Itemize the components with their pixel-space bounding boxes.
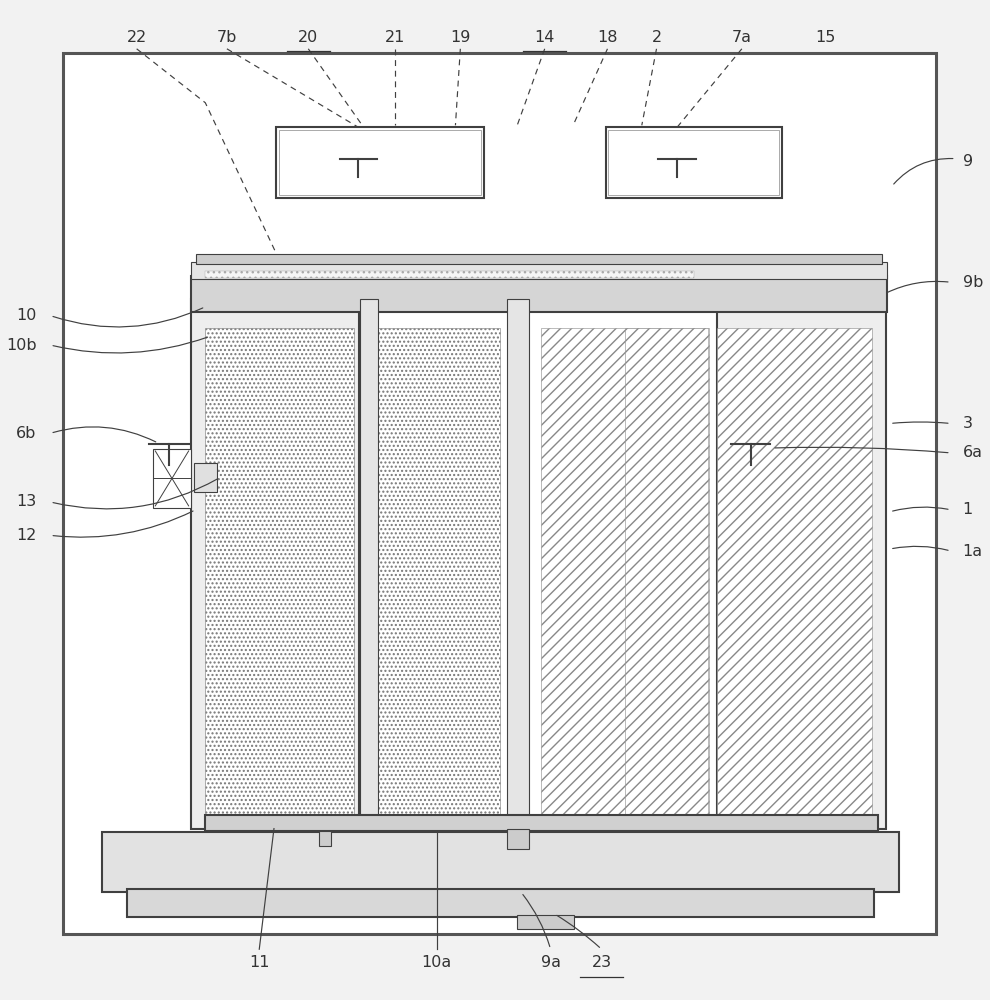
Text: 18: 18 — [597, 30, 618, 45]
Text: 21: 21 — [384, 30, 405, 45]
Bar — [102, 832, 899, 892]
Text: 20: 20 — [298, 30, 319, 45]
Bar — [606, 127, 782, 198]
Text: 7b: 7b — [217, 30, 237, 45]
Text: 1a: 1a — [962, 544, 983, 559]
Bar — [319, 831, 331, 846]
Text: 23: 23 — [591, 955, 612, 970]
Text: 9a: 9a — [541, 955, 560, 970]
Text: 2: 2 — [651, 30, 661, 45]
Bar — [193, 463, 217, 492]
Text: 9b: 9b — [962, 275, 983, 290]
Text: 9: 9 — [962, 154, 972, 169]
Text: 13: 13 — [17, 494, 37, 509]
Bar — [718, 328, 872, 816]
Bar — [517, 915, 574, 929]
Text: 12: 12 — [16, 528, 37, 543]
Bar — [508, 829, 529, 849]
Text: 19: 19 — [450, 30, 470, 45]
Bar — [205, 328, 354, 816]
Bar — [508, 299, 529, 829]
Bar — [625, 328, 709, 816]
Bar — [360, 299, 378, 829]
Bar — [191, 276, 887, 312]
Text: 1: 1 — [962, 502, 973, 517]
Bar — [718, 299, 886, 829]
Text: 10a: 10a — [422, 955, 451, 970]
Text: 10b: 10b — [6, 338, 37, 353]
Bar — [63, 53, 937, 934]
Bar — [541, 328, 710, 816]
Bar — [205, 815, 878, 831]
Bar — [191, 299, 359, 829]
Bar — [372, 328, 500, 816]
Text: 6b: 6b — [16, 426, 37, 441]
Text: 14: 14 — [535, 30, 554, 45]
Text: 10: 10 — [16, 308, 37, 323]
Text: 22: 22 — [127, 30, 147, 45]
Bar — [191, 262, 887, 279]
Text: 6a: 6a — [962, 445, 982, 460]
Text: 3: 3 — [962, 416, 972, 431]
Text: 11: 11 — [249, 955, 269, 970]
Bar — [276, 127, 484, 198]
Text: 15: 15 — [815, 30, 836, 45]
Bar — [153, 449, 191, 508]
Bar — [205, 271, 694, 278]
Bar — [609, 130, 779, 195]
Bar — [195, 254, 882, 264]
Text: 7a: 7a — [732, 30, 751, 45]
Bar — [127, 889, 874, 917]
Bar — [279, 130, 481, 195]
